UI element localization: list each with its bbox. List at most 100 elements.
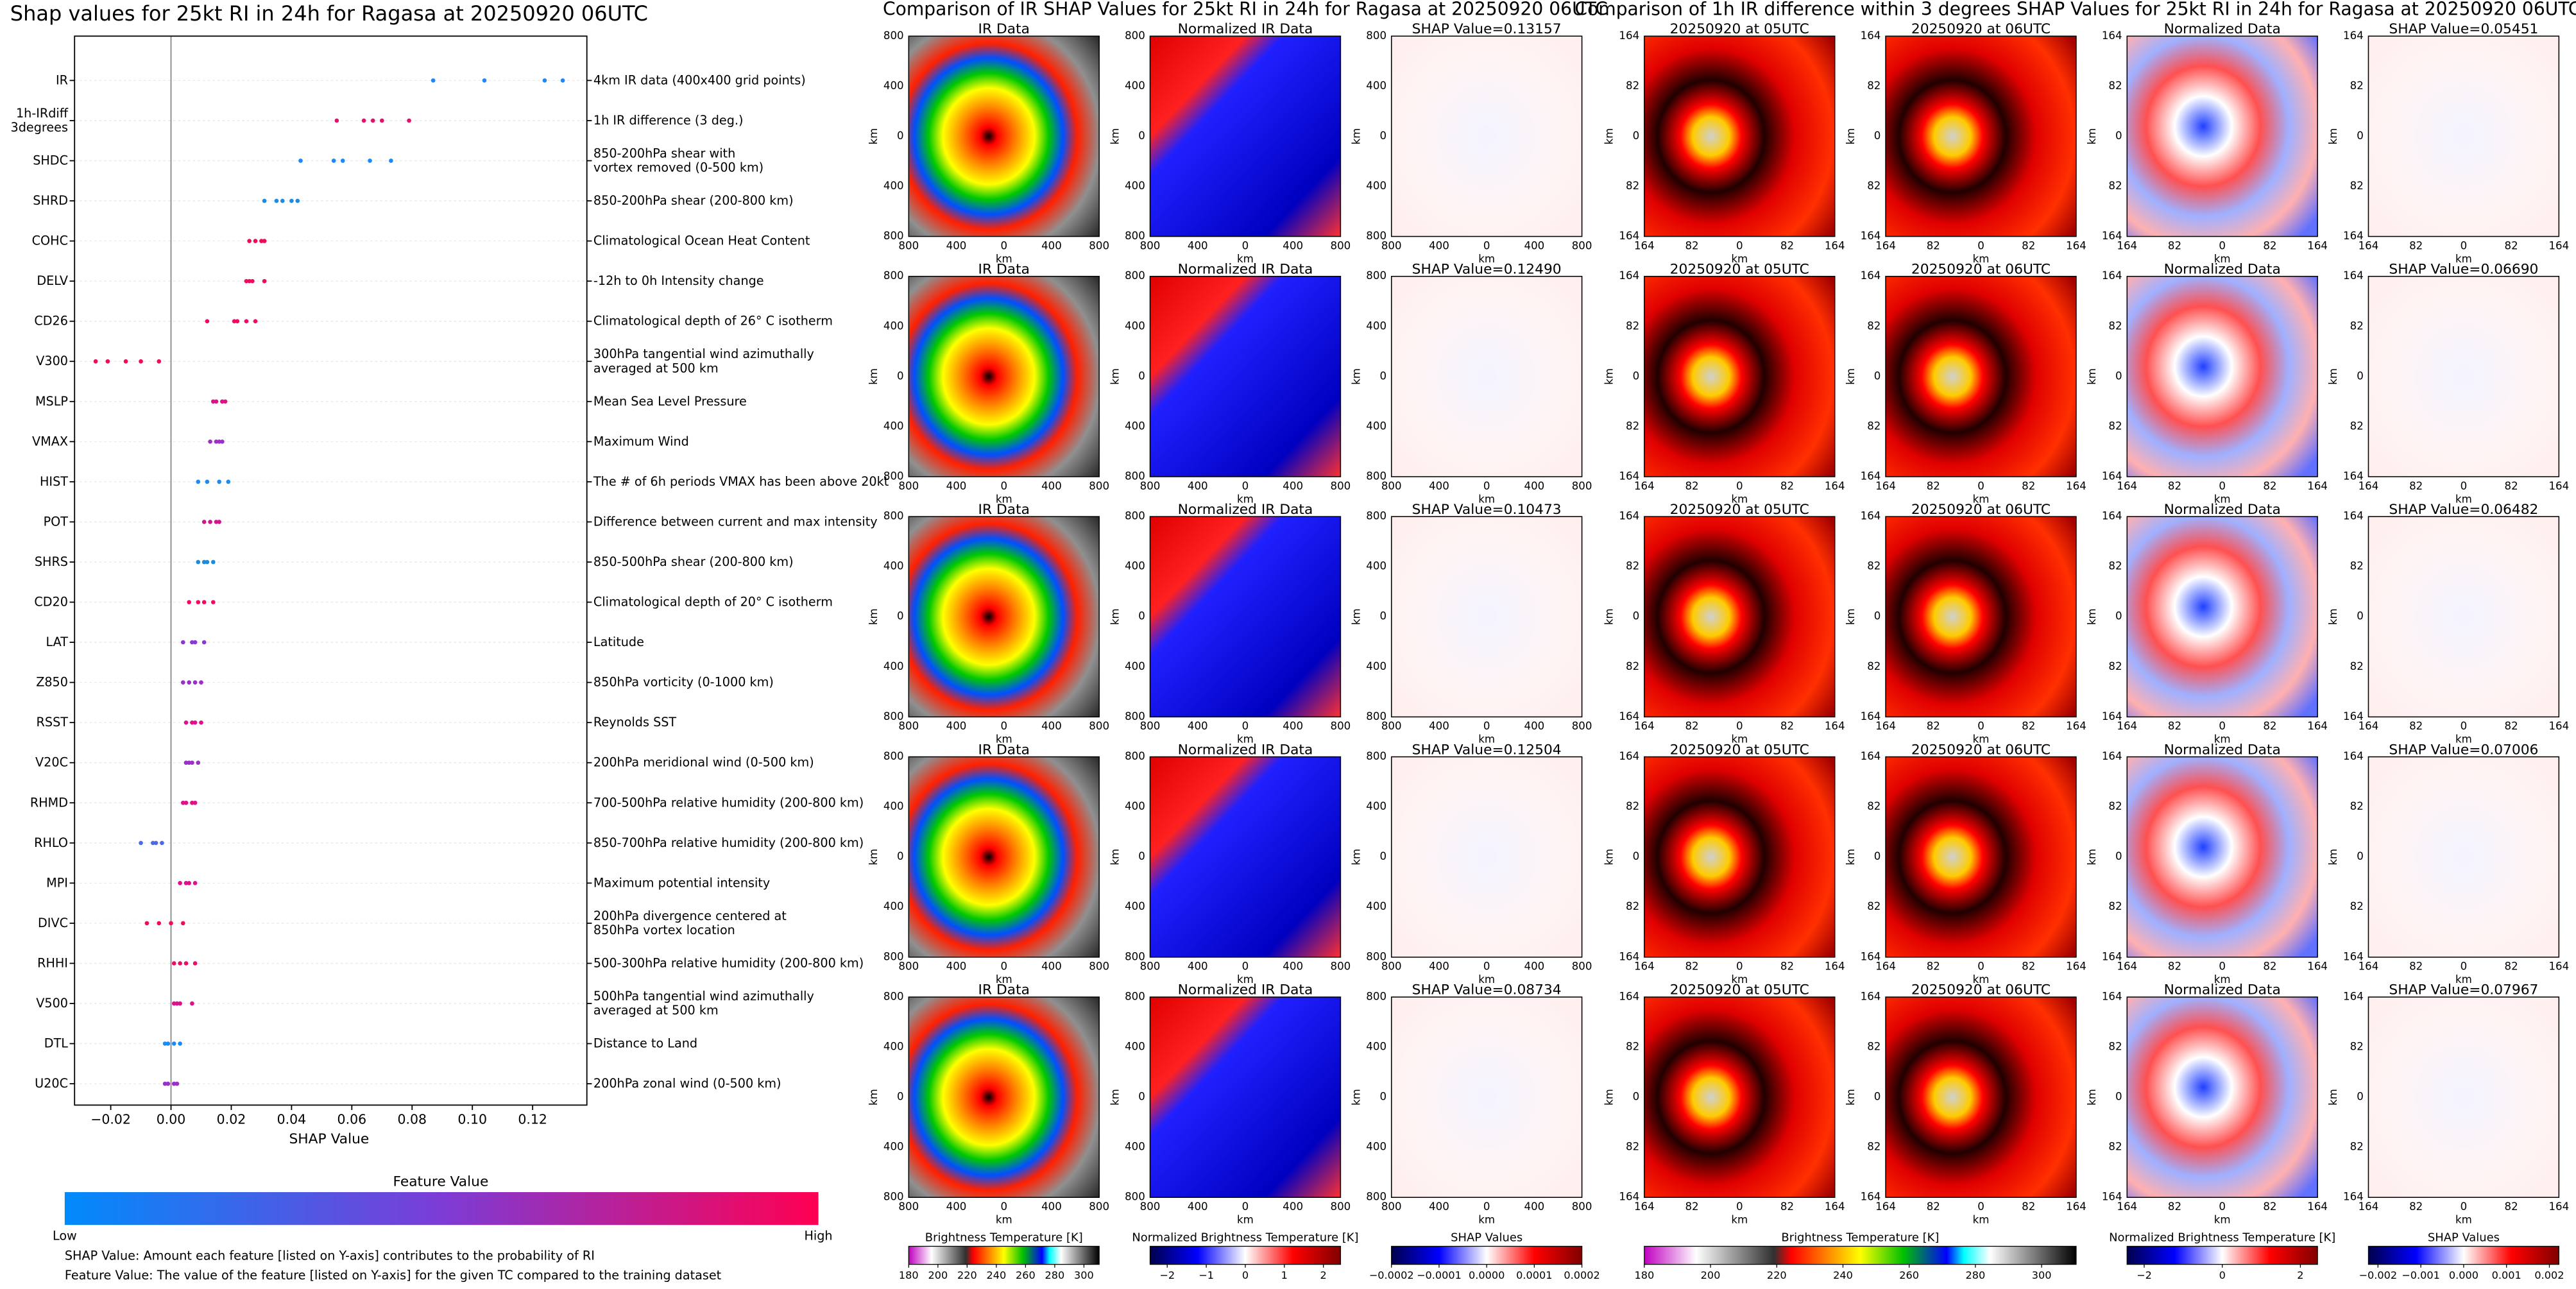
chart-title: Shap values for 25kt RI in 24h for Ragas…	[10, 1, 648, 26]
image-panel	[908, 275, 1100, 477]
panel-y-tick-label: 800	[1366, 510, 1386, 522]
shap-dot	[199, 720, 203, 725]
panel-x-tick-label: 82	[2022, 1200, 2035, 1213]
image-panel	[2126, 756, 2318, 958]
panel-x-tick-label: 800	[1572, 239, 1592, 252]
image-panel	[2367, 275, 2560, 477]
shap-dot	[340, 158, 345, 163]
panel-x-tick-label: 164	[2307, 960, 2328, 973]
feature-name: SHRD	[33, 193, 68, 208]
panel-title: 20250920 at 05UTC	[1670, 982, 1809, 998]
panel-y-tick-label: 0	[897, 610, 904, 622]
feature-name: 1h-IRdiff 3degrees	[11, 105, 69, 134]
panel-x-tick-label: 0	[1483, 480, 1490, 492]
panel-x-tick-label: 800	[1331, 720, 1351, 732]
colorbar-tick-label: 0.000	[2449, 1269, 2478, 1281]
panel-x-tick-label: 82	[1927, 480, 1940, 492]
feature-name: U20C	[35, 1076, 68, 1091]
panel-title: Normalized Data	[2164, 21, 2281, 37]
panel-x-tick-label: 82	[1685, 239, 1698, 252]
panel-x-tick-label: 400	[1283, 720, 1303, 732]
panel-y-tick-label: 800	[883, 269, 904, 282]
panel-x-tick-label: 164	[2066, 960, 2086, 973]
panel-y-tick-label: 0	[1633, 850, 1640, 862]
shap-dot	[262, 239, 267, 243]
shap-dot	[123, 359, 128, 364]
panel-y-tick-label: 82	[2350, 80, 2364, 92]
panel-x-axis-label: km	[1478, 253, 1495, 265]
panel-y-axis-label: km	[2086, 128, 2098, 145]
panel-y-axis-label: km	[1845, 849, 1857, 866]
panel-y-tick-label: 800	[1366, 269, 1386, 282]
panel-x-tick-label: 164	[1825, 1200, 1845, 1213]
panel-x-tick-label: 800	[1381, 1200, 1402, 1213]
panel-y-tick-label: 400	[1125, 420, 1145, 432]
feature-description-line: Distance to Land	[593, 1036, 697, 1050]
shap-dot	[205, 319, 210, 324]
shap-dot	[151, 841, 155, 846]
shap-dot	[262, 198, 267, 203]
shap-dot	[274, 198, 279, 203]
feature-name: IR	[56, 73, 68, 87]
panel-y-axis-label: km	[1350, 849, 1362, 866]
image-panel	[1390, 756, 1583, 958]
panel-y-tick-label: 800	[1366, 1191, 1386, 1203]
panel-y-tick-label: 400	[1125, 900, 1145, 912]
panel-x-tick-label: 82	[1927, 239, 1940, 252]
panel-x-axis-label: km	[1731, 253, 1748, 265]
shap-dot	[259, 239, 264, 243]
shap-dot	[196, 600, 201, 604]
image-panel	[1644, 756, 1836, 958]
colorbar-tick-label: −1	[1198, 1269, 1214, 1281]
panel-y-tick-label: 400	[1366, 180, 1386, 192]
panel-x-tick-label: 0	[1483, 239, 1490, 252]
shap-dot	[244, 319, 249, 324]
panel-x-tick-label: 0	[1242, 239, 1249, 252]
feature-name: V300	[36, 354, 68, 368]
panel-x-tick-label: 400	[946, 480, 967, 492]
panel-x-axis-label: km	[1478, 493, 1495, 505]
shap-dot	[144, 921, 149, 926]
panel-x-axis-label: km	[2455, 973, 2472, 986]
image-panel	[2367, 35, 2560, 237]
panel-title: Normalized Data	[2164, 261, 2281, 277]
panel-x-tick-label: 0	[1242, 1200, 1249, 1213]
panel-x-axis-label: km	[2455, 1214, 2472, 1226]
panel-y-tick-label: 82	[1626, 80, 1639, 92]
image-panel	[2126, 996, 2318, 1198]
panel-y-tick-label: 164	[2102, 710, 2122, 722]
panel-x-tick-label: 0	[1483, 960, 1490, 973]
shap-dot	[171, 1001, 176, 1006]
panel-x-tick-label: 800	[1089, 960, 1109, 973]
panel-x-tick-label: 164	[2358, 720, 2379, 732]
panel-y-tick-label: 400	[883, 900, 904, 912]
panel-x-tick-label: 400	[1188, 960, 1208, 973]
feature-description: Difference between current and max inten…	[593, 514, 878, 529]
panel-x-tick-label: 0	[1736, 1200, 1743, 1213]
feature-name-line: DTL	[44, 1036, 68, 1050]
feature-description-line: 850-500hPa shear (200-800 km)	[593, 554, 794, 568]
legend-high: High	[805, 1229, 833, 1243]
shap-dot	[217, 520, 222, 524]
panel-y-tick-label: 164	[1619, 1191, 1639, 1203]
panel-x-tick-label: 82	[2505, 960, 2518, 973]
panel-x-tick-label: 164	[2117, 239, 2137, 252]
panel-x-tick-label: 400	[1524, 720, 1545, 732]
image-panel	[2126, 275, 2318, 477]
shap-dot	[166, 1081, 171, 1086]
panel-x-tick-label: 400	[1188, 480, 1208, 492]
shap-dot	[183, 720, 189, 725]
panel-y-tick-label: 164	[1861, 230, 1881, 242]
panel-x-tick-label: 0	[2461, 960, 2468, 973]
feature-name-line: IR	[56, 73, 68, 87]
panel-x-tick-label: 800	[898, 480, 919, 492]
panel-x-tick-label: 0	[2219, 1200, 2226, 1213]
panel-x-tick-label: 164	[2117, 480, 2137, 492]
panel-y-tick-label: 400	[1125, 560, 1145, 572]
panel-x-tick-label: 164	[1825, 720, 1845, 732]
panel-y-tick-label: 0	[1379, 850, 1386, 862]
panel-title: SHAP Value=0.10473	[1412, 502, 1562, 518]
colorbar-tick-label: −2	[1159, 1269, 1175, 1281]
panel-y-tick-label: 800	[1366, 710, 1386, 722]
panel-x-axis-label: km	[2455, 253, 2472, 265]
